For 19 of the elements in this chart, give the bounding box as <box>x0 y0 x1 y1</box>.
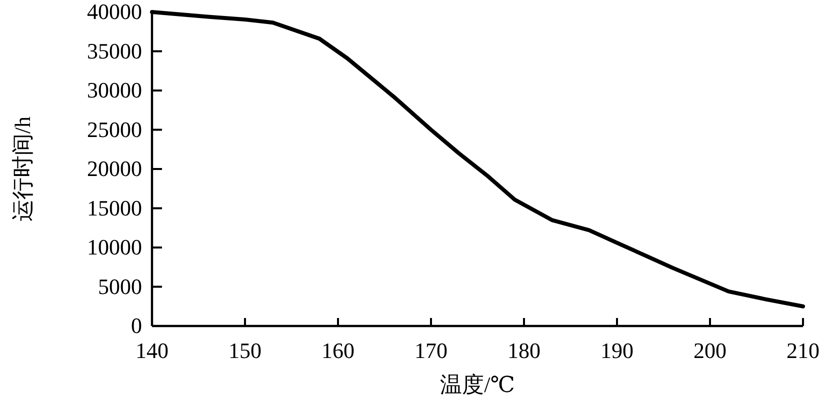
y-tick-label: 20000 <box>87 156 142 181</box>
x-axis-title: 温度/℃ <box>440 372 515 397</box>
y-tick-label: 5000 <box>98 274 142 299</box>
x-tick-label: 200 <box>694 338 726 363</box>
x-tick-label: 210 <box>786 338 820 363</box>
x-tick-label: 160 <box>322 338 354 363</box>
y-tick-label: 0 <box>131 313 142 338</box>
y-tick-label: 35000 <box>87 38 142 64</box>
y-tick-label: 10000 <box>87 234 142 260</box>
y-tick-label: 30000 <box>87 78 142 102</box>
y-tick-label: 40000 <box>87 0 142 24</box>
y-axis-title: 运行时间/h <box>10 116 35 222</box>
y-tick-label: 15000 <box>87 195 142 220</box>
x-tick-label: 170 <box>414 338 448 363</box>
x-tick-label: 190 <box>600 338 634 363</box>
y-tick-label: 25000 <box>87 116 142 142</box>
x-tick-label: 140 <box>136 338 168 363</box>
x-tick-label: 150 <box>228 338 262 363</box>
x-tick-label: 180 <box>508 338 540 363</box>
